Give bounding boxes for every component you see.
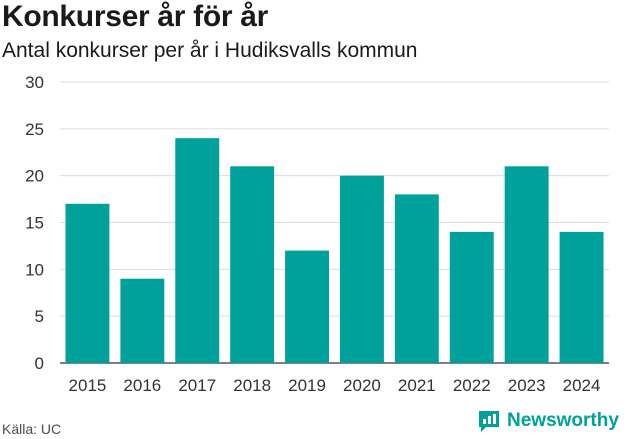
brand-logo: Newsworthy bbox=[476, 408, 619, 434]
brand-name: Newsworthy bbox=[507, 410, 619, 431]
x-tick-label: 2015 bbox=[69, 376, 107, 395]
bars bbox=[65, 138, 604, 363]
bar-2017 bbox=[175, 138, 220, 363]
bar-2024 bbox=[559, 231, 604, 363]
x-tick-label: 2020 bbox=[343, 376, 381, 395]
x-tick-label: 2024 bbox=[563, 376, 601, 395]
x-tick-label: 2019 bbox=[288, 376, 326, 395]
bar-2020 bbox=[339, 175, 384, 363]
chart-subtitle: Antal konkurser per år i Hudiksvalls kom… bbox=[2, 39, 418, 62]
bar-2022 bbox=[449, 231, 494, 363]
bar-2023 bbox=[504, 166, 549, 363]
x-tick-label: 2017 bbox=[178, 376, 216, 395]
bar-2021 bbox=[394, 194, 439, 363]
x-tick-label: 2016 bbox=[123, 376, 161, 395]
chart-title: Konkurser år för år bbox=[2, 0, 269, 33]
y-tick-label: 0 bbox=[35, 354, 44, 373]
y-tick-label: 20 bbox=[25, 167, 44, 186]
y-tick-label: 5 bbox=[35, 307, 44, 326]
bar-2018 bbox=[230, 166, 275, 363]
y-tick-label: 10 bbox=[25, 260, 44, 279]
source-note: Källa: UC bbox=[2, 421, 62, 437]
y-tick-label: 30 bbox=[25, 73, 44, 92]
bar-2019 bbox=[285, 250, 330, 363]
y-axis-ticks: 0 5 10 15 20 25 30 bbox=[25, 73, 44, 373]
y-tick-label: 25 bbox=[25, 120, 44, 139]
y-tick-label: 15 bbox=[25, 214, 44, 233]
bar-2015 bbox=[65, 203, 110, 363]
newsworthy-logo-icon bbox=[479, 411, 499, 432]
x-tick-label: 2022 bbox=[453, 376, 491, 395]
x-tick-label: 2023 bbox=[508, 376, 546, 395]
x-tick-label: 2018 bbox=[233, 376, 271, 395]
x-axis-ticks: 2015 2016 2017 2018 2019 2020 2021 2022 2023 2024 bbox=[69, 376, 601, 395]
bar-2016 bbox=[120, 278, 165, 363]
x-tick-label: 2021 bbox=[398, 376, 436, 395]
